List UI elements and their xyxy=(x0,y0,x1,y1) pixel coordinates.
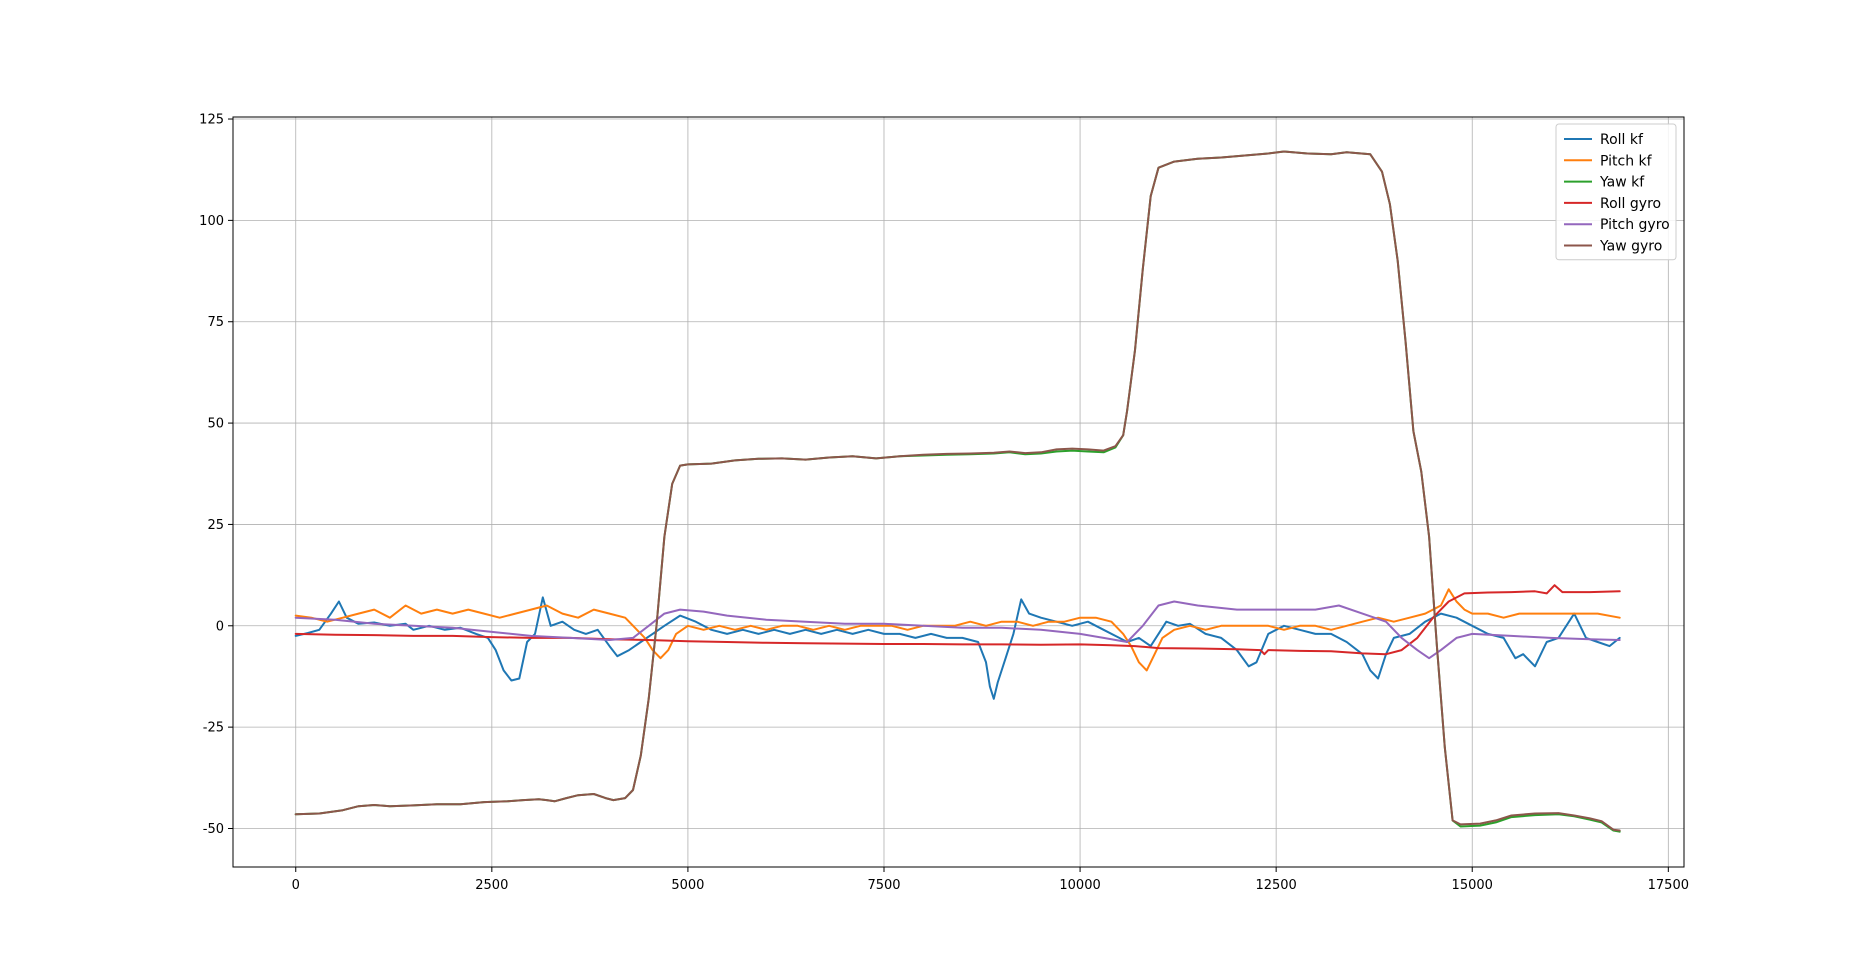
y-tick-label: 100 xyxy=(199,214,224,229)
legend: Roll kf Pitch kf Yaw kf Roll gyro Pitch gyro… xyxy=(1555,123,1677,261)
legend-box xyxy=(1555,123,1677,261)
series-line-pitch-kf xyxy=(294,588,1621,672)
y-tick-label: -25 xyxy=(203,721,224,736)
legend-label: Yaw gyro xyxy=(1599,239,1662,255)
legend-entry: Roll kf xyxy=(1564,132,1644,148)
x-tick-label: 10000 xyxy=(1059,878,1100,893)
x-tick-label: 17500 xyxy=(1648,878,1689,893)
x-tick-label: 2500 xyxy=(475,878,508,893)
legend-entry: Yaw gyro xyxy=(1564,239,1662,255)
x-tick-label: 7500 xyxy=(867,878,900,893)
series-line-yaw-gyro xyxy=(294,150,1621,832)
x-tick-label: 12500 xyxy=(1255,878,1296,893)
x-tick-label: 15000 xyxy=(1452,878,1493,893)
series-line-roll-kf xyxy=(294,596,1621,700)
x-tick-label: 0 xyxy=(292,878,300,893)
y-tick-label: -50 xyxy=(203,822,224,837)
y-tick-label: 0 xyxy=(216,619,224,634)
x-tick-label: 5000 xyxy=(671,878,704,893)
series-line-pitch-gyro xyxy=(294,600,1621,660)
legend-label: Pitch gyro xyxy=(1600,217,1670,233)
legend-entry: Pitch kf xyxy=(1564,153,1653,169)
axis-ticks: 0 2500 5000 7500 10000 12500 15000 17500 -50 -25 0… xyxy=(199,113,1689,893)
y-tick-label: 75 xyxy=(207,315,224,330)
legend-label: Yaw kf xyxy=(1599,175,1645,191)
legend-entry: Yaw kf xyxy=(1564,175,1645,191)
series-lines xyxy=(294,150,1621,833)
y-tick-label: 50 xyxy=(207,417,224,432)
legend-label: Roll gyro xyxy=(1600,196,1661,212)
legend-entry: Roll gyro xyxy=(1564,196,1661,212)
plot-frame xyxy=(232,116,1685,868)
y-tick-label: 125 xyxy=(199,113,224,128)
y-tick-label: 25 xyxy=(207,518,224,533)
legend-label: Roll kf xyxy=(1600,132,1644,148)
legend-label: Pitch kf xyxy=(1600,153,1653,169)
legend-entry: Pitch gyro xyxy=(1564,217,1670,233)
